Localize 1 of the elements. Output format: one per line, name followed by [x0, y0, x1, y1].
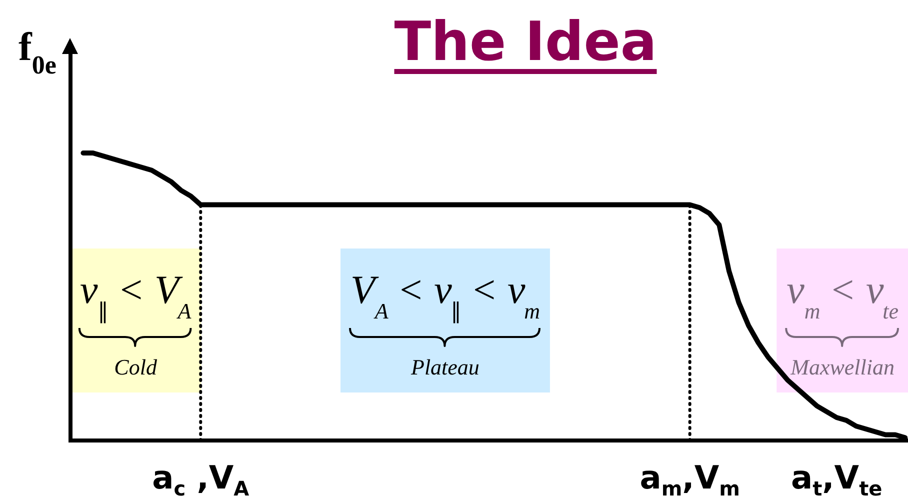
chart-title: The Idea	[394, 10, 657, 74]
